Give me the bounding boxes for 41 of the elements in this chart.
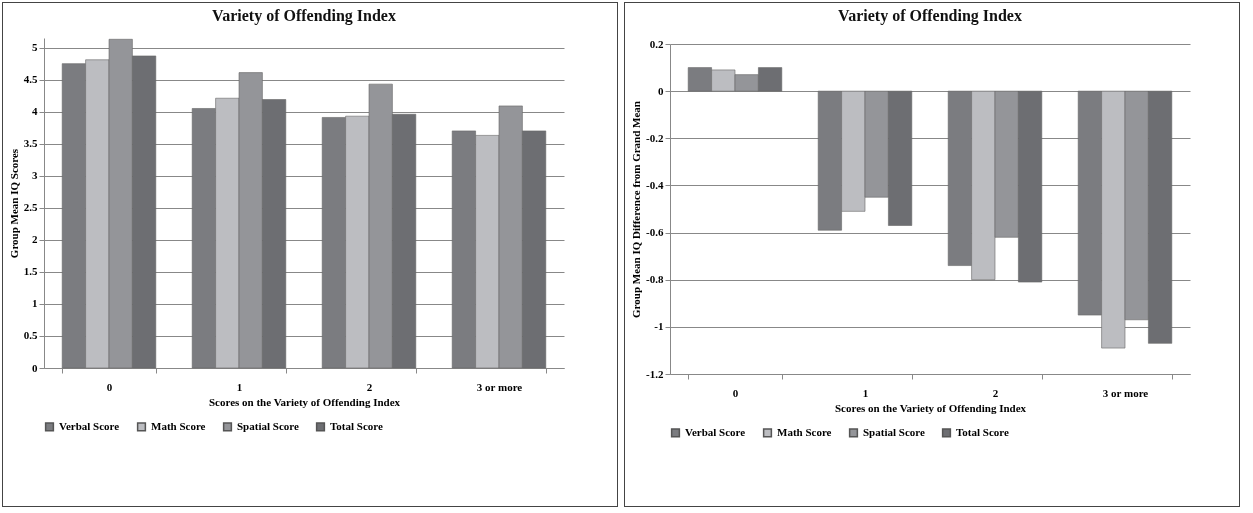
- legend-label: Spatial Score: [237, 419, 299, 432]
- y-tick-label: 5: [32, 41, 38, 54]
- y-tick-label: -0.6: [646, 226, 664, 239]
- legend-label: Math Score: [151, 419, 206, 432]
- y-tick-label: 2.5: [23, 201, 38, 214]
- y-tick-label: 3: [32, 169, 38, 182]
- x-tick-label: 2: [992, 386, 999, 399]
- y-tick-label: 0: [658, 84, 664, 97]
- x-axis-title: Scores on the Variety of Offending Index: [208, 395, 401, 408]
- y-tick-label: 0.2: [649, 37, 664, 50]
- legend-label: Math Score: [777, 425, 832, 438]
- y-tick-label: -1.2: [646, 367, 664, 380]
- x-tick-label: 0: [106, 380, 113, 393]
- legend-label: Spatial Score: [863, 425, 925, 438]
- x-axis-title: Scores on the Variety of Offending Index: [834, 401, 1027, 414]
- x-tick-label: 3 or more: [476, 380, 523, 393]
- y-tick-label: 3.5: [23, 137, 38, 150]
- legend-label: Total Score: [956, 425, 1009, 438]
- y-axis-title: Group Mean IQ Scores: [7, 148, 20, 259]
- legend-label: Total Score: [330, 419, 383, 432]
- y-tick-label: 1: [32, 297, 38, 310]
- y-tick-label: 4: [32, 105, 38, 118]
- legend-label: Verbal Score: [685, 425, 746, 438]
- x-tick-label: 1: [236, 380, 243, 393]
- y-tick-label: 0.5: [23, 329, 38, 342]
- y-tick-label: -0.4: [646, 178, 664, 191]
- y-tick-label: -1: [654, 320, 664, 333]
- y-axis-title: Group Mean IQ Difference from Grand Mean: [630, 101, 643, 318]
- y-tick-label: 2: [32, 233, 38, 246]
- y-tick-label: -0.8: [646, 273, 664, 286]
- y-tick-label: 4.5: [23, 73, 38, 86]
- chart-title: Variety of Offending Index: [212, 7, 396, 25]
- x-tick-label: 1: [862, 386, 869, 399]
- x-tick-label: 0: [732, 386, 739, 399]
- y-tick-label: -0.2: [646, 131, 664, 144]
- x-tick-label: 2: [366, 380, 373, 393]
- chart-title: Variety of Offending Index: [838, 7, 1022, 25]
- x-tick-label: 3 or more: [1102, 386, 1149, 399]
- y-tick-label: 0: [32, 361, 38, 374]
- legend-label: Verbal Score: [59, 419, 120, 432]
- y-tick-label: 1.5: [23, 265, 38, 278]
